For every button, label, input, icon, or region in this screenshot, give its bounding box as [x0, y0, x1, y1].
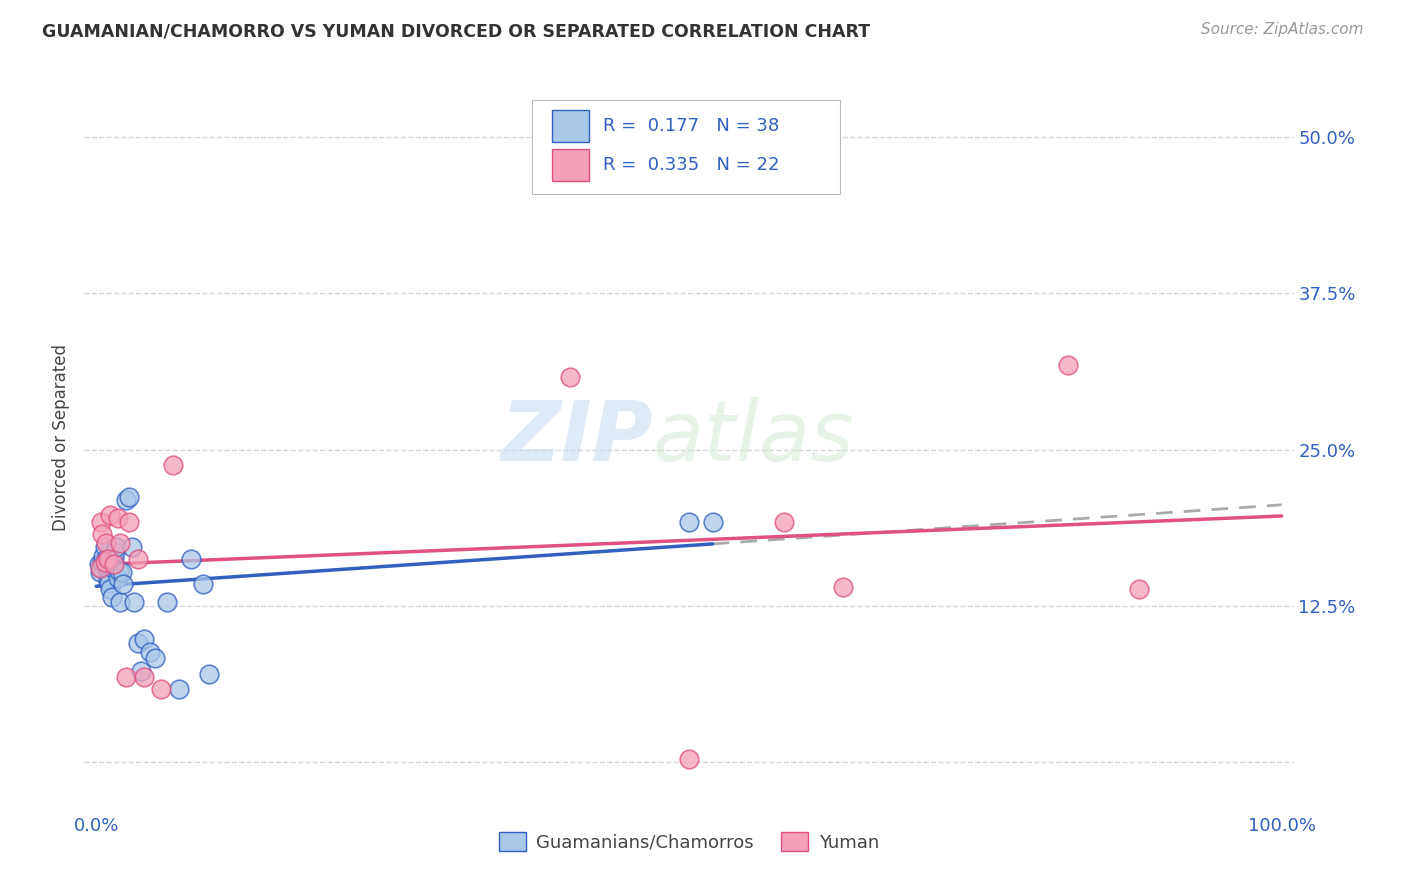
Point [103, 552, 125, 566]
Point [111, 565, 134, 579]
Point [115, 492, 138, 507]
FancyBboxPatch shape [553, 111, 589, 142]
Point [678, 515, 700, 529]
Point [129, 664, 152, 678]
Point [105, 540, 128, 554]
Point [100, 582, 122, 597]
Point [98, 576, 121, 591]
Point [122, 595, 145, 609]
Point [90, 515, 112, 529]
Point [94, 552, 117, 566]
Point [97, 567, 120, 582]
Text: atlas: atlas [652, 397, 855, 477]
Point [560, 370, 582, 384]
Point [1128, 582, 1150, 597]
Point [108, 536, 131, 550]
Point [89, 565, 111, 579]
Point [107, 511, 129, 525]
Point [112, 577, 135, 591]
Y-axis label: Divorced or Separated: Divorced or Separated [52, 343, 70, 531]
Point [180, 552, 202, 566]
Point [91, 549, 114, 563]
Point [127, 636, 149, 650]
Point [91, 527, 114, 541]
Point [90, 561, 112, 575]
Point [772, 515, 794, 529]
Point [94, 536, 117, 550]
Point [162, 458, 184, 472]
Point [100, 590, 122, 604]
Point [97, 552, 120, 566]
Point [115, 670, 138, 684]
Point [93, 540, 115, 554]
Point [150, 682, 173, 697]
Point [536, 136, 558, 151]
Point [87, 558, 110, 572]
Point [121, 540, 143, 554]
Point [101, 561, 124, 575]
Text: Source: ZipAtlas.com: Source: ZipAtlas.com [1201, 22, 1364, 37]
Point [97, 574, 120, 588]
Text: GUAMANIAN/CHAMORRO VS YUMAN DIVORCED OR SEPARATED CORRELATION CHART: GUAMANIAN/CHAMORRO VS YUMAN DIVORCED OR … [42, 22, 870, 40]
Point [107, 571, 129, 585]
FancyBboxPatch shape [531, 100, 841, 194]
Point [167, 682, 190, 697]
Point [156, 595, 179, 609]
Legend: Guamanians/Chamorros, Yuman: Guamanians/Chamorros, Yuman [491, 825, 887, 859]
Point [145, 651, 167, 665]
Text: ZIP: ZIP [501, 397, 652, 477]
Point [91, 555, 114, 569]
Point [832, 580, 855, 594]
Point [198, 667, 221, 681]
Point [702, 515, 724, 529]
Point [108, 595, 131, 609]
Point [96, 558, 118, 572]
Point [132, 632, 155, 647]
Point [678, 752, 700, 766]
Point [1057, 358, 1080, 372]
Point [118, 490, 141, 504]
Point [132, 670, 155, 684]
FancyBboxPatch shape [553, 149, 589, 181]
Text: R =  0.335   N = 22: R = 0.335 N = 22 [603, 156, 779, 174]
Point [118, 515, 141, 529]
Point [191, 577, 214, 591]
Point [104, 545, 127, 559]
Point [93, 555, 115, 569]
Point [103, 558, 125, 572]
Text: R =  0.177   N = 38: R = 0.177 N = 38 [603, 117, 779, 135]
Point [107, 564, 129, 578]
Point [127, 552, 149, 566]
Point [100, 508, 122, 522]
Point [89, 561, 111, 575]
Point [138, 645, 160, 659]
